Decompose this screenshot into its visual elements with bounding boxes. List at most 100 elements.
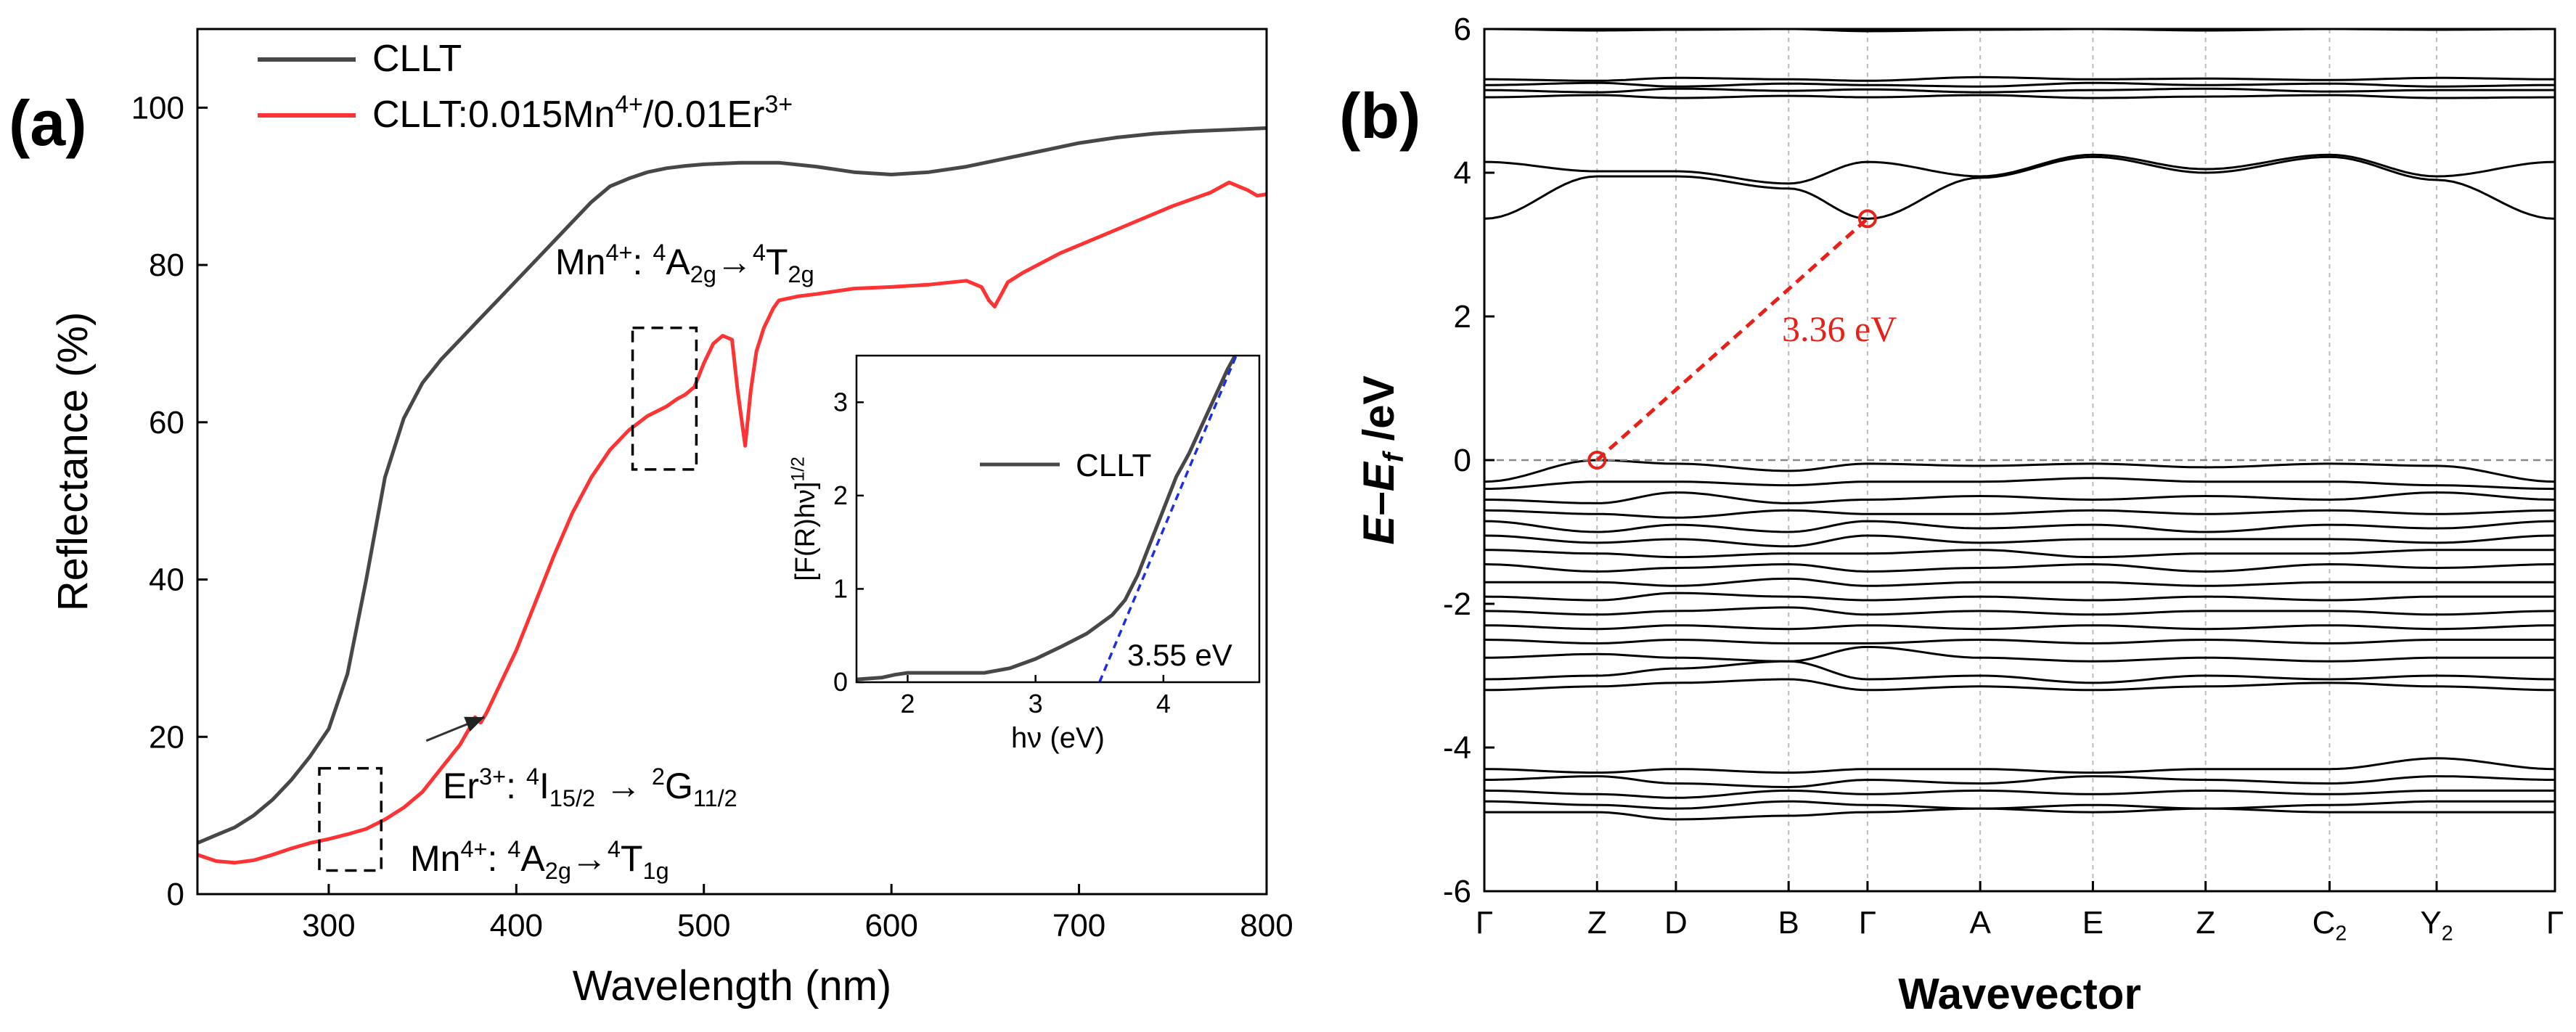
annotation-mn-t2g-part: A [666, 242, 690, 282]
annotation-mn-t1g-part: : [488, 838, 508, 879]
tauc-x-tick-label: 2 [900, 689, 915, 718]
reflectance-x-axis-label: Wavelength (nm) [573, 962, 891, 1010]
kpoint-label-part: C [2313, 905, 2336, 941]
kpoint-label: Z [2196, 905, 2215, 941]
annotation-mn-t2g-part: : [633, 242, 653, 282]
band-y-axis-label-part: /eV [1354, 375, 1403, 453]
band-y-tick-label: -2 [1443, 586, 1471, 622]
band-y-axis-label: E–Ef /eV [1354, 375, 1410, 544]
annotation-er-transition-part: I [539, 766, 549, 806]
band-y-axis-label-part: f [1378, 450, 1410, 462]
valence-band [1484, 549, 2555, 559]
valence-band [1484, 789, 2555, 799]
reflectance-y-tick-label: 20 [149, 719, 184, 755]
highlight-box-1 [318, 766, 383, 872]
annotation-mn-t1g-part: 2g [545, 858, 571, 884]
band-gap-transition-line [1595, 217, 1869, 462]
kpoint-label-part: 2 [2335, 922, 2347, 946]
reflectance-y-tick-label: 40 [149, 562, 184, 598]
reflectance-x-tick-label: 700 [1052, 908, 1105, 943]
kpoint-label: D [1664, 905, 1688, 941]
annotation-mn-t2g-part: 2g [788, 261, 814, 287]
kpoint-label: Γ [1476, 905, 1493, 941]
valence-band [1484, 459, 2556, 483]
valence-band [1484, 491, 2556, 504]
er-annotation-arrow-head [464, 716, 485, 732]
conduction-band [1484, 94, 2556, 99]
kpoint-label-part: Z [1587, 905, 1607, 941]
kpoint-label-part: Γ [1476, 905, 1493, 941]
valence-band [1484, 562, 2556, 573]
kpoint-label: A [1969, 905, 1991, 941]
kpoint-label-part: Γ [1859, 905, 1876, 941]
kpoint-label-part: Z [2196, 905, 2215, 941]
reflectance-legend: CLLT CLLT:0.015Mn4+/0.01Er3+ [258, 38, 793, 136]
cbm-marker [1857, 209, 1877, 229]
tauc-inset-chart: 2 3 4 0 1 2 3 hν (eV) [F(R)hν]1/2 CLLT 3.55 e… [789, 354, 1261, 754]
kpoint-label: Y2 [2420, 905, 2453, 946]
tauc-series-clllt [856, 356, 1238, 681]
annotation-mn-t2g-part: → [716, 242, 753, 282]
annotation-mn-t1g-part: A [520, 838, 545, 879]
band-y-tick-label: 2 [1454, 299, 1471, 335]
annotation-er-transition-part: 15/2 [549, 785, 595, 811]
kpoint-label-part: B [1778, 905, 1799, 941]
tauc-inset-frame [855, 354, 1261, 684]
reflectance-y-tick-label: 60 [149, 405, 184, 441]
annotation-er-transition: Er3+: 4I15/2 → 2G11/2 [443, 763, 737, 811]
kpoint-label-part: A [1969, 905, 1991, 941]
annotation-mn-t2g-part: 4+ [605, 239, 632, 266]
annotation-er-transition-part: G [665, 766, 693, 806]
kpoint-label-part: 2 [2442, 922, 2453, 946]
conduction-band [1484, 75, 2555, 82]
valence-band [1484, 606, 2556, 616]
band-y-tick-label: -4 [1443, 730, 1471, 766]
panel-b-label: (b) [1339, 80, 1420, 152]
kpoint-label-part: E [2082, 905, 2103, 941]
annotation-mn-t1g-part: T [621, 838, 643, 879]
valence-band [1484, 624, 2556, 631]
tauc-x-axis-label: hν (eV) [1011, 722, 1105, 754]
tauc-legend-label: CLLT [1076, 448, 1151, 483]
kpoint-label: C2 [2313, 905, 2347, 946]
annotation-er-transition-part: Er [443, 766, 479, 806]
band-y-axis-label-part: – [1354, 491, 1403, 515]
valence-band [1484, 645, 2555, 663]
legend-label-clllt: CLLT [372, 38, 462, 80]
reflectance-x-tick-label: 400 [490, 908, 543, 943]
valence-band [1484, 775, 2555, 789]
legend-label-doped-part: /0.01Er [643, 94, 765, 136]
tauc-y-axis-label: [F(R)hν]1/2 [789, 456, 821, 581]
legend-label-clllt-part: CLLT [372, 38, 462, 80]
conduction-band [1484, 153, 2556, 185]
tauc-bandgap-label: 3.55 eV [1127, 638, 1232, 672]
reflectance-y-axis-label: Reflectance (%) [49, 312, 97, 612]
band-y-axis-label-part: E [1354, 515, 1403, 545]
reflectance-y-tick-label: 80 [149, 247, 184, 283]
band-y-tick-label: 0 [1454, 443, 1471, 478]
panel-a-label: (a) [9, 87, 87, 159]
reflectance-y-tick-label: 0 [167, 877, 184, 912]
band-y-tick-label: -6 [1443, 874, 1471, 909]
valence-band [1484, 638, 2555, 645]
tauc-y-tick-label: 1 [833, 573, 848, 603]
annotation-er-transition-part: : [506, 766, 526, 806]
annotation-mn-t2g-part: 4 [753, 239, 766, 266]
reflectance-series-doped [197, 180, 1267, 865]
kpoint-label: B [1778, 905, 1799, 941]
valence-band [1484, 509, 2556, 519]
reflectance-plot-frame [196, 28, 1268, 896]
annotation-er-transition-part: 11/2 [693, 785, 737, 811]
reflectance-x-tick-label: 600 [864, 908, 917, 943]
annotation-mn-t1g-part: → [571, 838, 608, 879]
band-x-axis-label: Wavevector [1898, 970, 2141, 1018]
annotation-mn-t2g-part: 4 [653, 239, 666, 266]
tauc-y-axis-label-part: 1/2 [789, 456, 809, 481]
valence-band [1484, 534, 2556, 548]
kpoint-label-part: D [1664, 905, 1688, 941]
kpoint-label: Γ [1859, 905, 1876, 941]
vbm-marker [1587, 451, 1607, 470]
tauc-y-tick-label: 2 [833, 480, 848, 510]
tauc-x-tick-label: 3 [1029, 689, 1043, 718]
